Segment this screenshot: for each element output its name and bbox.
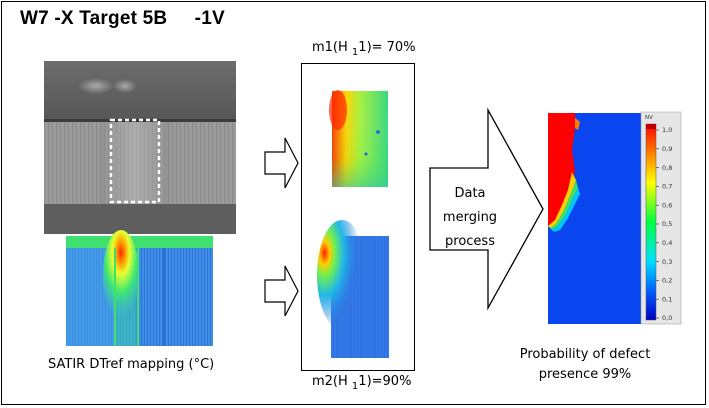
probability-caption-line-2: presence 99% <box>538 367 632 382</box>
merge-line-2: merging <box>442 210 498 225</box>
colorbar-tick-label: 0,6 <box>662 201 672 209</box>
colorbar-tick-label: 0,4 <box>662 239 672 247</box>
sem-image <box>44 61 236 234</box>
m1-label-suffix: 1)= 70% <box>358 40 416 55</box>
colorbar-ticks: 1,0 0,9 0,8 0,7 0,6 0,5 0,4 0,3 0,2 0,1 0,0 <box>656 126 672 322</box>
m2-label-prefix: m2(H <box>312 374 352 389</box>
colorbar-tick-label: 0,3 <box>662 258 672 266</box>
slide-title: W7 -X Target 5B -1V <box>20 8 225 29</box>
defect-probability-map <box>548 113 643 324</box>
merge-text: Data merging process <box>432 182 508 254</box>
m2-label-subscript: 1 <box>351 381 359 392</box>
colorbar-tick-label: 1,0 <box>662 126 672 134</box>
m2-probability-map <box>317 220 389 358</box>
arrow-right-icon <box>264 137 299 189</box>
m1-probability-map <box>329 90 388 187</box>
colorbar-tick-label: 0,7 <box>662 183 672 191</box>
probability-caption-line-1: Probability of defect <box>519 347 651 362</box>
colorbar-tick-label: 0,0 <box>662 314 672 322</box>
colorbar-header: NV <box>645 115 653 121</box>
colorbar-tick-label: 0,5 <box>662 220 672 228</box>
colorbar <box>640 111 682 325</box>
merge-line-3: process <box>445 234 495 249</box>
colorbar-tick-label: 0,2 <box>662 277 672 285</box>
satir-thermal-map <box>66 230 213 346</box>
region-of-interest-dashed-box <box>109 118 161 204</box>
m1-label-prefix: m1(H <box>312 40 352 55</box>
m1-label: m1(H 11)= 70% <box>312 40 416 58</box>
m1-label-subscript: 1 <box>351 47 359 58</box>
m2-label: m2(H 11)=90% <box>312 374 412 392</box>
model-results-box <box>301 63 415 371</box>
colorbar-tick-label: 0,9 <box>662 145 672 153</box>
satir-caption: SATIR DTref mapping (°C) <box>48 357 215 372</box>
merge-line-1: Data <box>454 186 486 201</box>
data-merging-arrow-icon <box>429 107 544 311</box>
arrow-right-icon <box>264 265 299 317</box>
colorbar-tick-label: 0,8 <box>662 164 672 172</box>
colorbar-tick-label: 0,1 <box>662 295 672 303</box>
m2-label-suffix: 1)=90% <box>358 374 412 389</box>
